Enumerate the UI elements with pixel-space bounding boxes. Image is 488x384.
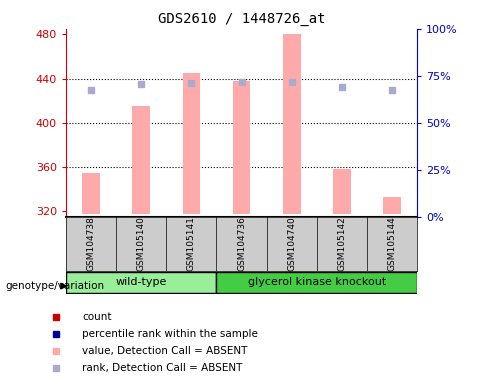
Text: percentile rank within the sample: percentile rank within the sample: [82, 329, 258, 339]
Text: glycerol kinase knockout: glycerol kinase knockout: [248, 277, 386, 287]
Text: GSM105144: GSM105144: [387, 217, 397, 271]
Text: count: count: [82, 312, 111, 322]
Bar: [132, 106, 150, 214]
Text: GSM104740: GSM104740: [287, 217, 296, 271]
Bar: [283, 34, 301, 214]
Bar: [66, 272, 217, 293]
Bar: [82, 173, 100, 214]
Bar: [233, 81, 250, 214]
Bar: [384, 197, 401, 214]
Bar: [217, 272, 417, 293]
Text: GSM105141: GSM105141: [187, 217, 196, 271]
Text: value, Detection Call = ABSENT: value, Detection Call = ABSENT: [82, 346, 247, 356]
Text: GSM105140: GSM105140: [137, 217, 146, 271]
Text: rank, Detection Call = ABSENT: rank, Detection Call = ABSENT: [82, 363, 243, 373]
Title: GDS2610 / 1448726_at: GDS2610 / 1448726_at: [158, 12, 325, 26]
Bar: [333, 169, 351, 214]
Text: GSM105142: GSM105142: [337, 217, 346, 271]
Bar: [183, 73, 200, 214]
Text: GSM104736: GSM104736: [237, 217, 246, 271]
Text: wild-type: wild-type: [116, 277, 167, 287]
Text: genotype/variation: genotype/variation: [5, 281, 104, 291]
Text: GSM104738: GSM104738: [86, 217, 96, 271]
